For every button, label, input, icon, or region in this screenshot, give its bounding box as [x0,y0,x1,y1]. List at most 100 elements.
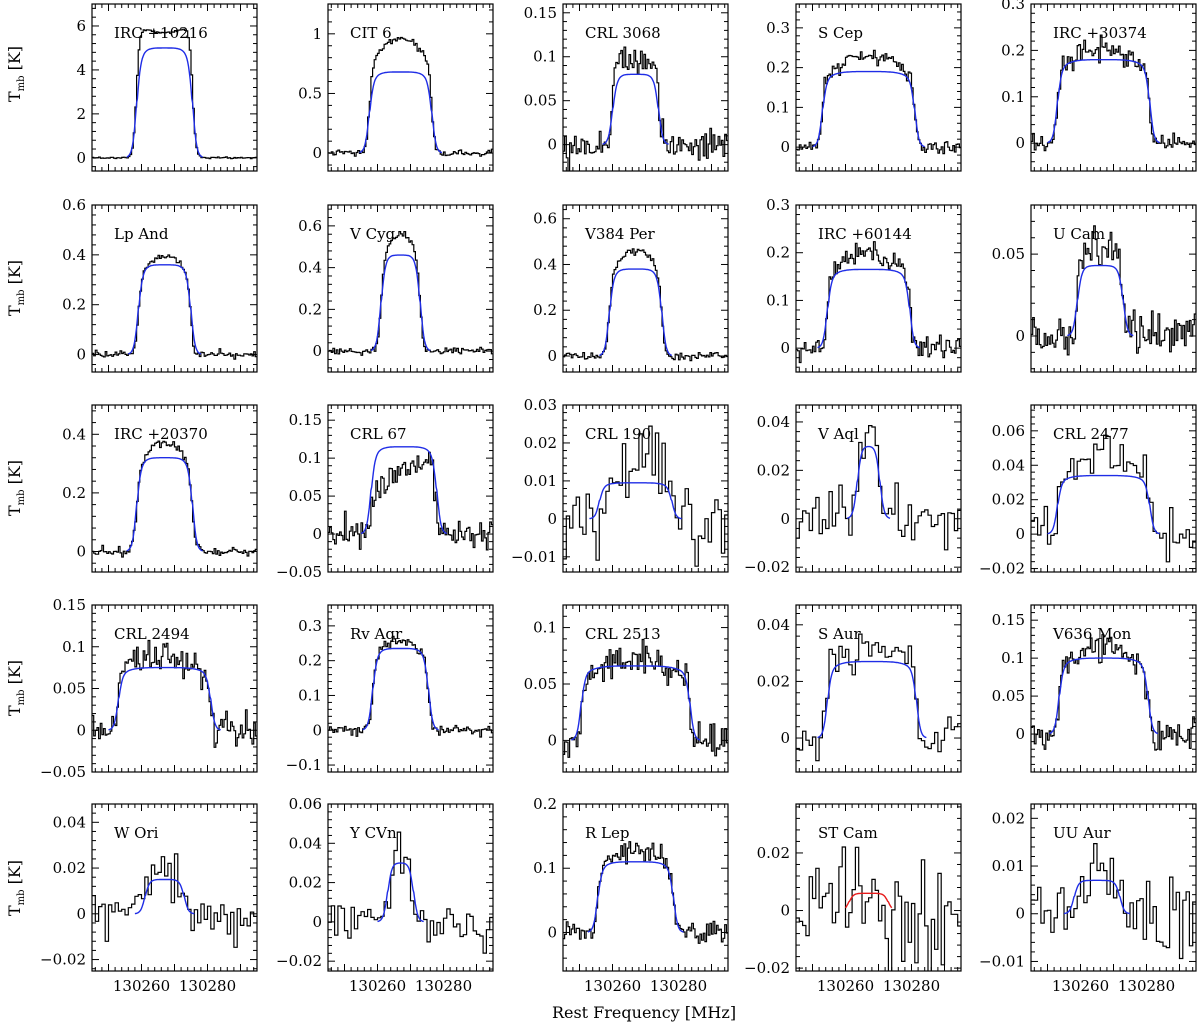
panel-crl-67: −0.05 0 0.05 0.1 0.15 CRL 67 [276,404,494,581]
x-tick-label: 130260 [349,977,406,995]
panel-title: Lp And [114,225,169,243]
observed-spectrum [1031,34,1196,152]
y-tick-label: 0 [312,144,322,162]
model-fit [1067,264,1134,337]
observed-spectrum [92,639,257,748]
model-fit [1063,879,1131,915]
y-tick-label: 0.3 [766,196,790,214]
y-tick-label: 0.03 [524,396,557,414]
observed-spectrum [328,231,493,356]
observed-spectrum [1031,225,1196,356]
panel-irc-60144: 0 0.1 0.2 0.3 IRC +60144 [766,196,962,373]
x-tick-label: 130260 [113,977,170,995]
y-tick-label: 0.6 [62,196,86,214]
y-tick-label: −0.02 [40,951,86,969]
observed-spectrum [1031,634,1196,751]
y-tick-label: 0.06 [289,795,322,813]
x-axis-label: Rest Frequency [MHz] [552,1003,736,1022]
y-tick-label: 0.1 [1001,88,1025,106]
panel-crl-3068: 0 0.05 0.1 0.15 CRL 3068 [524,3,729,172]
y-tick-label: −0.1 [286,756,322,774]
y-tick-label: −0.02 [744,558,790,576]
model-fit [126,457,203,552]
panel-v-cyg: 0 0.2 0.4 0.6 V Cyg [298,204,494,373]
y-tick-label: 0.1 [766,98,790,116]
y-tick-label: 0.1 [62,638,86,656]
model-fit [134,878,195,915]
y-tick-label: 0.02 [757,461,790,479]
model-fit [602,73,669,145]
model-fit [599,268,673,357]
y-tick-label: 0.4 [62,246,86,264]
observed-spectrum [796,241,961,364]
y-tick-label: 0.1 [298,449,322,467]
observed-spectrum [563,425,728,567]
panel-title: Y CVn [349,824,397,842]
y-tick-label: 0.2 [298,300,322,318]
model-fit [108,666,221,731]
observed-spectrum [796,633,961,762]
panel-title: ST Cam [818,824,878,842]
observed-spectrum [796,846,961,971]
y-tick-label: 0.15 [992,611,1025,629]
observed-spectrum [563,46,728,171]
model-fit [1047,474,1160,535]
observed-spectrum [92,28,257,160]
y-tick-label: 0 [1015,327,1025,345]
y-tick-label: 0.2 [533,301,557,319]
y-tick-label: 0 [780,339,790,357]
panel-s-aur: 0 0.02 0.04 S Aur [757,604,962,773]
y-tick-label: 0 [312,525,322,543]
y-tick-label: 0.1 [1001,649,1025,667]
model-fit [377,862,424,923]
y-tick-label: 0 [312,913,322,931]
y-tick-label: 0.02 [992,491,1025,509]
panel-crl-190: −0.01 0 0.01 0.02 0.03 CRL 190 [511,396,729,573]
y-axis-label-row-3: Tmb [K] [5,460,27,516]
model-fit [362,647,439,731]
observed-spectrum [328,36,493,157]
y-tick-label: 0.4 [533,255,557,273]
y-tick-label: 0 [1015,725,1025,743]
panel-title: CRL 3068 [585,24,661,42]
y-tick-label: 0.1 [766,291,790,309]
y-tick-label: 0 [1015,905,1025,923]
panel-u-cam: 00.05U Cam [992,204,1197,373]
y-tick-label: 0 [547,347,557,365]
y-tick-label: −0.05 [276,563,322,581]
y-tick-label: 0.02 [53,859,86,877]
y-tick-label: 0.02 [992,809,1025,827]
y-tick-label: 0.1 [533,619,557,637]
y-tick-label: 0.5 [298,84,322,102]
model-fit [126,47,203,158]
y-tick-label: 0.4 [298,259,322,277]
y-tick-label: −0.02 [979,560,1025,578]
y-axis-label-row-5: Tmb [K] [5,860,27,916]
y-tick-label: 0 [780,729,790,747]
model-fit [370,254,431,352]
observed-spectrum [328,831,493,954]
y-tick-label: 2 [76,105,86,123]
observed-spectrum [1031,843,1196,960]
y-tick-label: 0 [547,136,557,154]
observed-spectrum [796,425,961,551]
panel-rv-aqr: −0.1 0 0.1 0.2 0.3 Rv Aqr [286,604,494,774]
panel-title: IRC +20370 [114,425,208,443]
y-tick-label: 0 [1015,525,1025,543]
panel-st-cam: 130260 130280 −0.02 0 0.02 ST Cam [744,803,962,995]
panel-v-aql: −0.02 0 0.02 0.04 V Aql [744,404,962,576]
y-axis-label-row-4: Tmb [K] [5,660,27,716]
y-tick-label: 0.04 [757,616,790,634]
y-tick-label: 0.01 [992,857,1025,875]
panel-title: V Aql [817,425,859,443]
model-fit [817,268,921,349]
y-tick-label: 0.2 [298,652,322,670]
y-tick-label: 0.05 [53,680,86,698]
y-tick-label: 0.02 [524,434,557,452]
panel-lp-and: 0 0.2 0.4 0.6 Lp And [62,196,258,373]
y-tick-label: 0.06 [992,422,1025,440]
x-tick-label: 130280 [415,977,472,995]
y-tick-label: 6 [76,17,86,35]
